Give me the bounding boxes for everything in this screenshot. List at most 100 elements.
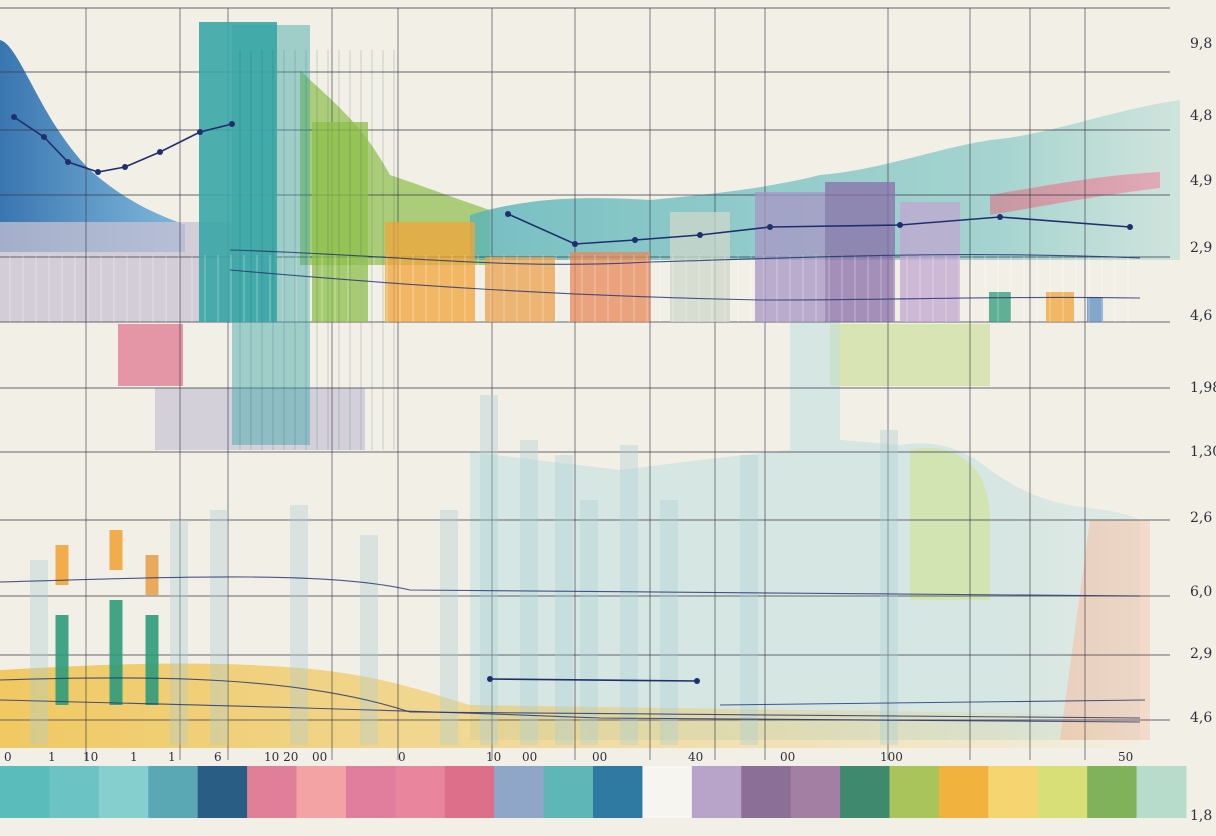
color-swatch (1037, 766, 1088, 818)
color-swatch (790, 766, 841, 818)
series-point (572, 241, 578, 247)
yellow-band (0, 663, 1140, 748)
color-swatch (0, 766, 50, 818)
right-axis-ticks: 9,8 4,8 4,9 2,9 4,6 1,98 1,30 2,6 6,0 2,9 4,6 1,8 (1190, 36, 1216, 824)
right-tick-label: 4,8 (1190, 108, 1212, 124)
color-swatch (1087, 766, 1138, 818)
series-point (632, 237, 638, 243)
color-swatch (247, 766, 297, 818)
color-strip (0, 766, 1187, 818)
chart-grid (0, 7, 1170, 760)
color-swatch (1136, 766, 1187, 818)
bar-mist (620, 445, 638, 745)
bottom-axis-ticks: 0 1 10 1 1 6 10 20 00 0 10 00 00 40 00 100 50 (4, 750, 1133, 764)
bar (145, 615, 159, 705)
bottom-tick-label: 0 (4, 750, 12, 764)
color-swatch (345, 766, 396, 818)
right-tick-label: 1,98 (1190, 380, 1216, 396)
pale-green-block (830, 324, 990, 386)
color-swatch (98, 766, 149, 818)
series-point (95, 169, 101, 175)
right-tick-label: 2,6 (1190, 510, 1212, 526)
series-point (487, 676, 493, 682)
hatch-lines (9, 50, 1129, 450)
bottom-tick-label: 100 (880, 750, 903, 764)
trace-line (719, 699, 1146, 706)
series-point (505, 211, 511, 217)
lower-bars (30, 395, 898, 745)
bar-mist (170, 520, 188, 745)
decorative-areas (0, 0, 1216, 760)
bar-mist (210, 510, 228, 745)
series-line (13, 116, 233, 173)
series-lines (0, 114, 1146, 723)
bar-mist (440, 510, 458, 745)
color-swatch (988, 766, 1039, 818)
bottom-tick-label: 00 (780, 750, 795, 764)
bar-mist (660, 500, 678, 745)
pink-block (118, 324, 183, 386)
bar-mist (520, 440, 538, 745)
series-point (694, 678, 700, 684)
bottom-tick-label: 40 (688, 750, 703, 764)
right-tick-label: 6,0 (1190, 584, 1212, 600)
bar (989, 292, 1011, 322)
series-point (897, 222, 903, 228)
bar (670, 212, 730, 322)
series-line (507, 213, 1131, 245)
trace-line (0, 677, 1141, 719)
bar-mist (880, 430, 898, 745)
bar (109, 530, 123, 570)
left-lavender-block (0, 222, 235, 322)
color-swatch (691, 766, 742, 818)
bar (109, 600, 123, 705)
right-tick-label: 4,9 (1190, 173, 1212, 189)
bottom-tick-label: 0 (398, 750, 406, 764)
color-swatch (49, 766, 100, 818)
right-tick-label: 2,9 (1190, 240, 1212, 256)
bar (199, 22, 277, 322)
trace-line (229, 269, 1141, 301)
right-tick-label: 1,8 (1190, 808, 1212, 824)
color-swatch (494, 766, 545, 818)
bar-extension (232, 25, 310, 445)
series-point (229, 121, 235, 127)
bottom-tick-label: 00 (312, 750, 327, 764)
trace-line (0, 699, 1141, 723)
misty-skyline (470, 320, 1140, 740)
bottom-tick-label: 10 20 (264, 750, 298, 764)
bar (900, 202, 960, 322)
color-swatch (889, 766, 940, 818)
series-point (767, 224, 773, 230)
series-point (157, 149, 163, 155)
bottom-tick-label: 1 (130, 750, 138, 764)
right-tick-label: 9,8 (1190, 36, 1212, 52)
series-point (122, 164, 128, 170)
upper-bars (199, 22, 1103, 445)
series-point (11, 114, 17, 120)
bottom-tick-label: 1 (168, 750, 176, 764)
color-swatch (840, 766, 890, 818)
color-swatch (296, 766, 347, 818)
bar-mist (555, 455, 573, 745)
series-point (997, 214, 1003, 220)
bottom-tick-label: 00 (592, 750, 607, 764)
series-point (65, 159, 71, 165)
bar (385, 222, 475, 322)
bar (55, 615, 69, 705)
bottom-tick-label: 6 (214, 750, 222, 764)
bar-mist (740, 455, 758, 745)
color-swatch (444, 766, 495, 818)
bar (55, 545, 69, 585)
color-swatch (148, 766, 199, 818)
series-line (489, 678, 698, 682)
bottom-tick-label: 1 (48, 750, 56, 764)
color-swatch (593, 766, 643, 818)
trace-line (229, 249, 1141, 265)
series-point (197, 129, 203, 135)
color-swatch (642, 766, 693, 818)
bar-mist (360, 535, 378, 745)
bar (1087, 297, 1103, 322)
right-tick-label: 4,6 (1190, 710, 1212, 726)
series-point (1127, 224, 1133, 230)
